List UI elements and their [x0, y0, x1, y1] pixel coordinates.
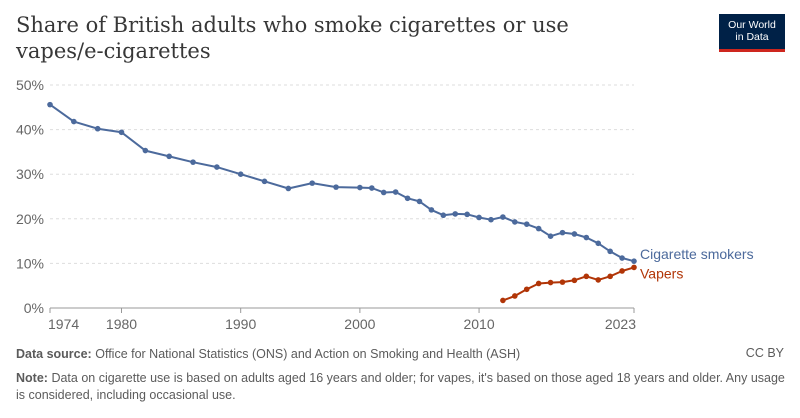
- vapers-point[interactable]: [523, 286, 530, 293]
- cigarette-smokers-label[interactable]: Cigarette smokers: [640, 246, 754, 262]
- data-source-text[interactable]: Office for National Statistics (ONS) and…: [95, 347, 521, 361]
- cigarette-smokers-point[interactable]: [523, 221, 530, 227]
- logo-line-2: in Data: [735, 31, 769, 43]
- series-labels: Cigarette smokers Vapers: [640, 246, 754, 281]
- cigarette-smokers-point[interactable]: [500, 214, 506, 220]
- cigarette-smokers-point[interactable]: [512, 219, 518, 225]
- x-tick-label: 1980: [106, 316, 137, 332]
- vapers-point[interactable]: [500, 297, 506, 304]
- cigarette-smokers-point[interactable]: [595, 240, 602, 247]
- x-tick-label: 2000: [344, 316, 375, 332]
- cigarette-smokers-point[interactable]: [237, 171, 244, 177]
- data-source-label: Data source:: [16, 347, 92, 361]
- gridlines: [50, 84, 634, 264]
- cigarette-smokers-point[interactable]: [71, 118, 77, 125]
- chart-note: Note: Data on cigarette use is based on …: [16, 370, 786, 404]
- y-tick-label: 0%: [24, 300, 44, 316]
- cigarette-smokers-point[interactable]: [261, 178, 268, 185]
- x-tick-label: 2023: [605, 316, 636, 332]
- x-tick-label: 1974: [48, 316, 79, 332]
- cigarette-smokers-point[interactable]: [583, 234, 590, 241]
- license[interactable]: CC BY: [745, 346, 784, 360]
- cigarette-smokers-point[interactable]: [631, 258, 637, 264]
- cigarette-smokers-point[interactable]: [190, 159, 196, 165]
- cigarette-smokers-point[interactable]: [357, 184, 363, 191]
- vapers-point[interactable]: [595, 277, 602, 283]
- cigarette-smokers-point[interactable]: [440, 212, 447, 219]
- vapers-point[interactable]: [547, 279, 554, 286]
- x-axis: 1974 1980 1990 2000 2010 2023: [48, 307, 636, 332]
- vapers-point[interactable]: [571, 277, 578, 284]
- cigarette-smokers-point[interactable]: [559, 229, 566, 236]
- note-text: Data on cigarette use is based on adults…: [16, 371, 785, 402]
- x-tick-label: 1990: [225, 316, 256, 332]
- cigarette-smokers-point[interactable]: [571, 231, 578, 237]
- cigarette-smokers-point[interactable]: [380, 189, 387, 196]
- cigarette-smokers-point[interactable]: [428, 207, 435, 213]
- logo-line-1: Our World: [728, 19, 776, 31]
- cigarette-smokers-point[interactable]: [392, 189, 399, 195]
- vapers-point[interactable]: [583, 273, 590, 280]
- cigarette-smokers-point[interactable]: [309, 180, 316, 186]
- cigarette-smokers-point[interactable]: [94, 125, 101, 132]
- vapers-point[interactable]: [631, 264, 637, 271]
- vapers-line: [502, 266, 635, 302]
- cigarette-smokers-point[interactable]: [333, 184, 339, 190]
- cigarette-smokers-point[interactable]: [214, 164, 220, 170]
- cigarette-smokers-point[interactable]: [535, 225, 542, 232]
- cigarette-smokers-point[interactable]: [607, 248, 613, 255]
- cigarette-smokers-point[interactable]: [476, 214, 482, 221]
- cigarette-smokers-point[interactable]: [368, 185, 375, 191]
- cigarette-smokers-point[interactable]: [118, 129, 125, 136]
- y-tick-label: 20%: [16, 211, 44, 227]
- cigarette-smokers-point[interactable]: [142, 147, 149, 154]
- owid-logo[interactable]: Our World in Data: [719, 14, 785, 52]
- cigarette-smokers-line: [49, 103, 635, 263]
- cigarette-smokers-point[interactable]: [416, 198, 423, 205]
- cigarette-smokers-point[interactable]: [166, 153, 172, 160]
- vapers-point[interactable]: [619, 268, 625, 274]
- cigarette-smokers-point[interactable]: [547, 233, 554, 239]
- vapers-point[interactable]: [512, 293, 518, 299]
- cigarette-smokers-point[interactable]: [285, 185, 292, 192]
- vapers-label[interactable]: Vapers: [640, 265, 683, 281]
- chart-title: Share of British adults who smoke cigare…: [16, 13, 569, 63]
- cigarette-smokers-point[interactable]: [47, 101, 53, 108]
- y-tick-label: 40%: [16, 122, 44, 138]
- y-tick-label: 30%: [16, 166, 44, 182]
- data-source: Data source: Office for National Statist…: [16, 346, 636, 363]
- x-tick-label: 2010: [463, 316, 494, 332]
- y-axis-ticks: 0% 10% 20% 30% 40% 50%: [16, 77, 44, 316]
- vapers-point[interactable]: [535, 280, 542, 287]
- cigarette-smokers-point[interactable]: [452, 211, 459, 217]
- y-tick-label: 10%: [16, 255, 44, 271]
- cigarette-smokers-point[interactable]: [464, 211, 470, 218]
- vapers-point[interactable]: [607, 273, 613, 280]
- line-chart: 0% 10% 20% 30% 40% 50% 1974 1980 1990 2000 2010 20…: [16, 77, 754, 332]
- cigarette-smokers-point[interactable]: [619, 255, 625, 261]
- cigarette-smokers-point[interactable]: [404, 195, 411, 202]
- series-lines: [47, 101, 637, 304]
- vapers-point[interactable]: [559, 279, 566, 285]
- cigarette-smokers-point[interactable]: [488, 216, 494, 223]
- y-tick-label: 50%: [16, 77, 44, 93]
- note-label: Note:: [16, 371, 48, 385]
